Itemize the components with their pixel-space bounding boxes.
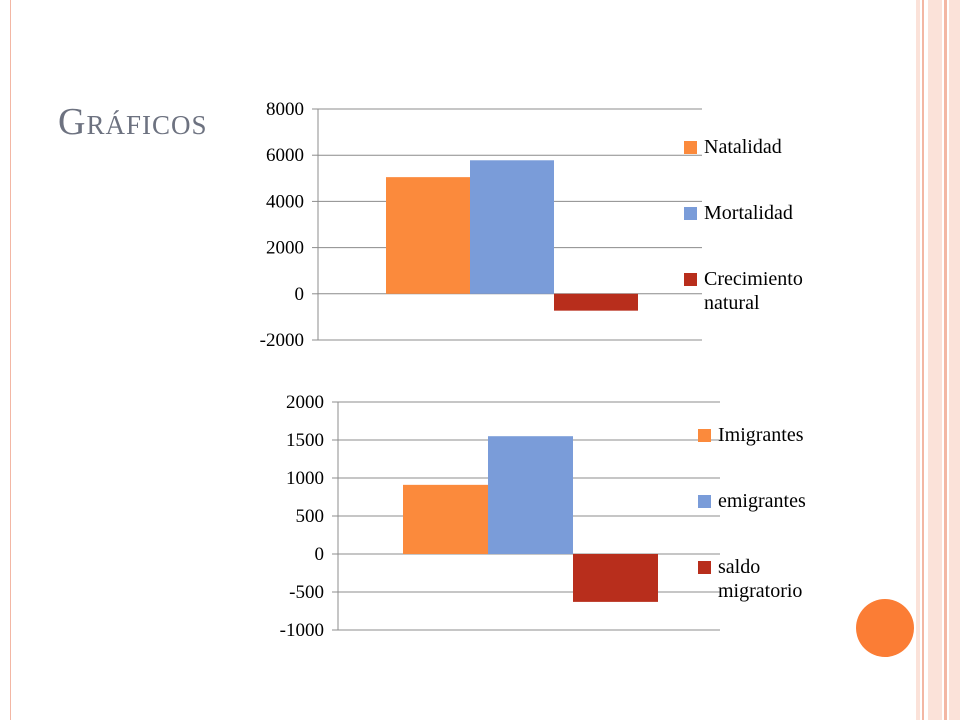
y-tick-label: -1000 — [280, 620, 324, 641]
y-tick-label: 6000 — [266, 145, 304, 166]
y-tick-label: 0 — [315, 544, 325, 565]
legend-label: Natalidad — [704, 136, 782, 158]
legend-swatch — [684, 141, 697, 154]
y-tick-label: 4000 — [266, 191, 304, 212]
legend-label: Mortalidad — [704, 202, 793, 224]
legend-swatch — [698, 429, 711, 442]
bar-crecimiento-natural — [554, 293, 638, 311]
legend-label: emigrantes — [718, 490, 806, 512]
y-tick-label: 1500 — [286, 430, 324, 451]
y-tick-label: 500 — [296, 506, 325, 527]
y-tick-label: -2000 — [260, 330, 304, 351]
y-tick-label: 0 — [295, 284, 305, 305]
y-tick-label: 2000 — [286, 392, 324, 413]
bar-imigrantes — [403, 484, 488, 554]
slide-title: Gráficos — [58, 101, 208, 143]
legend-swatch — [684, 207, 697, 220]
y-tick-label: -500 — [289, 582, 324, 603]
bar-saldo-migratorio — [573, 554, 658, 602]
legend-label: saldo migratorio — [718, 556, 802, 602]
bar-emigrantes — [488, 436, 573, 554]
legend-swatch — [698, 495, 711, 508]
legend-swatch — [698, 561, 711, 574]
y-tick-label: 8000 — [266, 99, 304, 120]
legend-label: Crecimiento natural — [704, 268, 803, 314]
bar-natalidad — [386, 177, 470, 294]
bar-mortalidad — [470, 160, 554, 294]
legend-label: Imigrantes — [718, 424, 804, 446]
legend-swatch — [684, 273, 697, 286]
slide-left-border — [0, 0, 11, 720]
slide-right-border — [916, 0, 960, 720]
y-tick-label: 1000 — [286, 468, 324, 489]
decorative-circle — [856, 599, 914, 657]
natalidad-mortalidad-chart: 8000 6000 4000 2000 0 -2000 Natalidad Mortalida… — [260, 99, 803, 351]
migracion-chart: 2000 1500 1000 500 0 -500 -1000 Imigrantes emigr… — [280, 392, 806, 641]
y-tick-label: 2000 — [266, 238, 304, 259]
